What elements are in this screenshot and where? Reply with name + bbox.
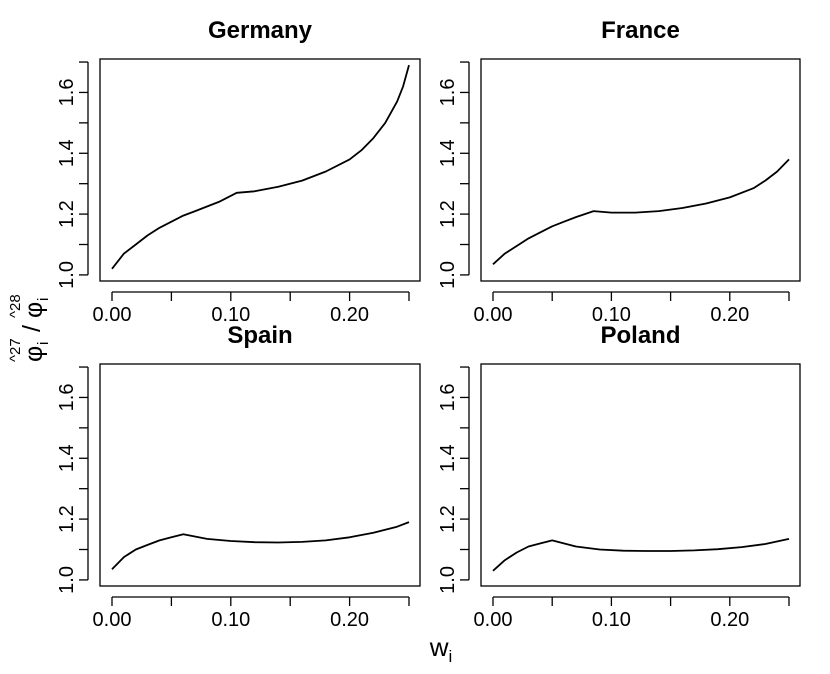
- y-tick-label: 1.0: [437, 566, 459, 594]
- y-tick-label: 1.4: [56, 139, 78, 167]
- panel-poland: Poland 0.00 0.10 0.20 1.0 1.2 1.4 1.6: [437, 322, 801, 631]
- y-label-numerator-sub: i: [35, 342, 52, 345]
- x-tick-label: 0.00: [474, 609, 513, 631]
- panel-title: Spain: [227, 322, 292, 349]
- plot-frame: [480, 58, 801, 282]
- x-tick-label: 0.20: [710, 609, 749, 631]
- y-tick-label: 1.2: [56, 505, 78, 533]
- y-label-denominator-hat: ^28: [7, 294, 24, 318]
- y-axis-label: ^27 φ i / ^28 φ i: [7, 294, 52, 362]
- y-tick-label: 1.6: [437, 384, 459, 412]
- panel-title: Poland: [600, 322, 680, 349]
- x-tick-label: 0.20: [330, 304, 369, 326]
- x-tick-label: 0.10: [592, 304, 631, 326]
- x-axis: 0.00 0.10 0.20: [474, 291, 790, 326]
- x-axis: 0.00 0.10 0.20: [93, 596, 410, 631]
- y-tick-label: 1.6: [56, 79, 78, 107]
- y-tick-label: 1.0: [437, 261, 459, 289]
- series-line: [492, 538, 790, 572]
- x-tick-label: 0.00: [474, 304, 513, 326]
- y-tick-label: 1.0: [56, 261, 78, 289]
- y-tick-label: 1.4: [437, 444, 459, 472]
- x-tick-label: 0.00: [93, 609, 132, 631]
- series-line: [492, 158, 790, 265]
- y-tick-label: 1.2: [56, 200, 78, 228]
- plot-frame: [99, 363, 421, 587]
- y-tick-label: 1.6: [56, 384, 78, 412]
- panel-title: France: [601, 17, 680, 44]
- plot-frame: [480, 363, 801, 587]
- series-line: [111, 64, 410, 270]
- y-label-denominator-base: φ: [20, 302, 48, 318]
- panel-germany: Germany 0.00 0.10 0.20 1.0 1.2 1.4 1.6: [56, 17, 421, 326]
- series-line: [111, 521, 410, 570]
- y-tick-label: 1.2: [437, 505, 459, 533]
- plot-frame: [99, 58, 421, 282]
- y-axis: 1.0 1.2 1.4 1.6: [56, 366, 89, 594]
- y-label-denominator-sub: i: [35, 298, 52, 301]
- panels-group: Germany 0.00 0.10 0.20 1.0 1.2 1.4 1.6 France 0.0…: [56, 17, 801, 631]
- x-axis: 0.00 0.10 0.20: [93, 291, 410, 326]
- x-axis-label-sub: i: [449, 647, 453, 666]
- x-tick-label: 0.10: [211, 609, 250, 631]
- y-axis: 1.0 1.2 1.4 1.6: [437, 61, 470, 289]
- y-tick-label: 1.6: [437, 79, 459, 107]
- x-tick-label: 0.10: [592, 609, 631, 631]
- y-label-numerator-base: φ: [20, 346, 48, 362]
- y-tick-label: 1.4: [437, 139, 459, 167]
- panel-france: France 0.00 0.10 0.20 1.0 1.2 1.4 1.6: [437, 17, 801, 326]
- x-tick-label: 0.20: [710, 304, 749, 326]
- y-label-slash: /: [18, 325, 46, 332]
- y-tick-label: 1.4: [56, 444, 78, 472]
- panel-title: Germany: [208, 17, 313, 44]
- x-axis: 0.00 0.10 0.20: [474, 596, 790, 631]
- y-axis: 1.0 1.2 1.4 1.6: [56, 61, 89, 289]
- x-axis-label: wi: [429, 632, 453, 666]
- x-tick-label: 0.00: [93, 304, 132, 326]
- x-axis-label-base: w: [429, 632, 449, 662]
- y-label-numerator-hat: ^27: [7, 338, 24, 362]
- y-tick-label: 1.2: [437, 200, 459, 228]
- y-axis: 1.0 1.2 1.4 1.6: [437, 366, 470, 594]
- x-tick-label: 0.20: [330, 609, 369, 631]
- x-tick-label: 0.10: [211, 304, 250, 326]
- panel-spain: Spain 0.00 0.10 0.20 1.0 1.2 1.4 1.6: [56, 322, 421, 631]
- y-tick-label: 1.0: [56, 566, 78, 594]
